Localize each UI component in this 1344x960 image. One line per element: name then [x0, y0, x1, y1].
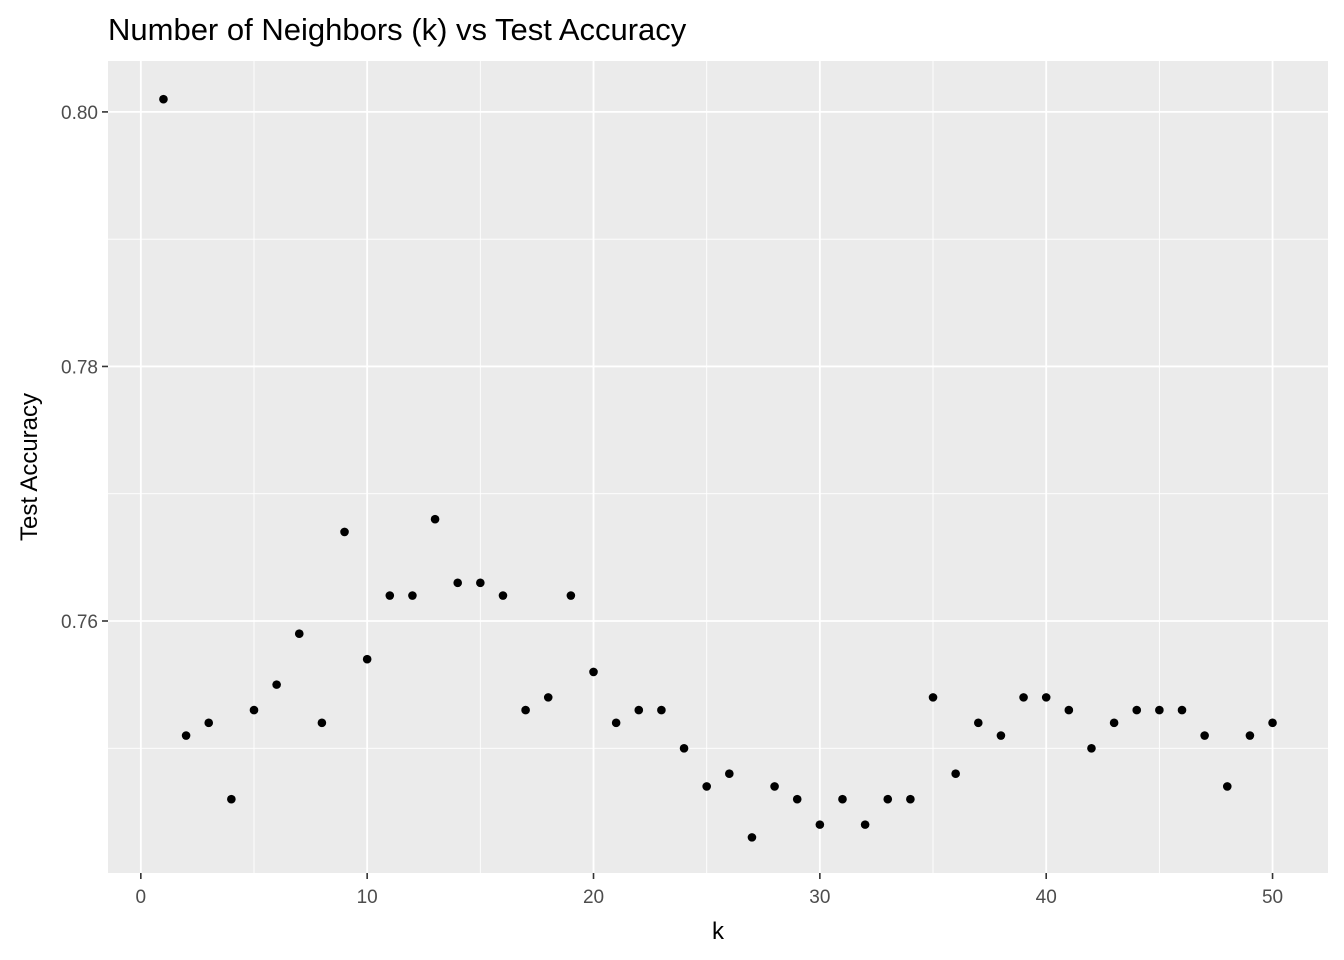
- x-tick-label: 20: [583, 887, 604, 908]
- data-point: [747, 833, 757, 842]
- data-point: [159, 94, 168, 104]
- data-point: [1268, 718, 1277, 728]
- data-point: [362, 654, 372, 664]
- data-point: [951, 769, 960, 779]
- data-point: [1200, 731, 1209, 740]
- data-point: [928, 693, 938, 702]
- data-point: [1155, 705, 1164, 715]
- data-point: [770, 782, 779, 791]
- data-point: [181, 731, 191, 740]
- data-point: [657, 705, 666, 715]
- data-point: [340, 527, 349, 537]
- data-point: [1132, 705, 1142, 715]
- data-point: [272, 680, 281, 689]
- chart-title: Number of Neighbors (k) vs Test Accuracy: [108, 12, 687, 47]
- y-tick-label: 0.76: [61, 612, 98, 633]
- data-point: [1177, 705, 1187, 715]
- x-axis: 0 10 20 30 40 50: [136, 873, 1283, 908]
- y-tick-label: 0.80: [61, 103, 98, 124]
- x-tick-label: 40: [1036, 887, 1057, 908]
- data-point: [385, 591, 395, 600]
- data-point: [1222, 782, 1232, 791]
- x-axis-title: k: [712, 918, 725, 945]
- y-axis-title: Test Accuracy: [16, 393, 43, 541]
- data-point: [1041, 693, 1051, 702]
- data-point: [1245, 731, 1255, 740]
- major-gridlines: [108, 61, 1328, 873]
- data-point: [227, 794, 236, 804]
- data-point: [725, 769, 734, 779]
- data-point: [317, 718, 327, 728]
- data-point: [996, 731, 1006, 740]
- data-point: [792, 794, 802, 804]
- data-point: [453, 578, 463, 588]
- data-point: [634, 705, 644, 715]
- y-axis: 0.76 0.78 0.80: [61, 103, 108, 633]
- data-point: [589, 667, 598, 677]
- data-point: [521, 705, 530, 715]
- minor-gridlines: [108, 61, 1328, 873]
- data-point: [815, 820, 825, 829]
- data-point: [973, 718, 983, 728]
- data-point: [1019, 693, 1028, 702]
- data-point: [294, 629, 304, 639]
- data-point: [679, 743, 689, 753]
- y-tick-label: 0.78: [61, 357, 98, 378]
- x-tick-label: 50: [1262, 887, 1283, 908]
- data-point: [611, 718, 621, 728]
- data-point: [883, 794, 893, 804]
- data-point: [1087, 743, 1096, 753]
- data-point: [249, 705, 259, 715]
- data-point: [906, 794, 915, 804]
- data-point: [702, 782, 711, 791]
- x-tick-label: 10: [357, 887, 378, 908]
- data-point: [204, 718, 214, 728]
- x-tick-label: 30: [809, 887, 830, 908]
- data-point: [566, 591, 576, 600]
- data-point: [838, 794, 847, 804]
- data-point: [498, 591, 508, 600]
- data-points: [159, 94, 1277, 842]
- data-point: [1109, 718, 1119, 728]
- data-point: [430, 514, 440, 524]
- data-point: [860, 820, 870, 829]
- data-point: [1064, 705, 1074, 715]
- x-tick-label: 0: [136, 887, 147, 908]
- data-point: [543, 693, 553, 702]
- data-point: [408, 591, 417, 600]
- data-point: [476, 578, 485, 588]
- plot-panel: [108, 61, 1328, 873]
